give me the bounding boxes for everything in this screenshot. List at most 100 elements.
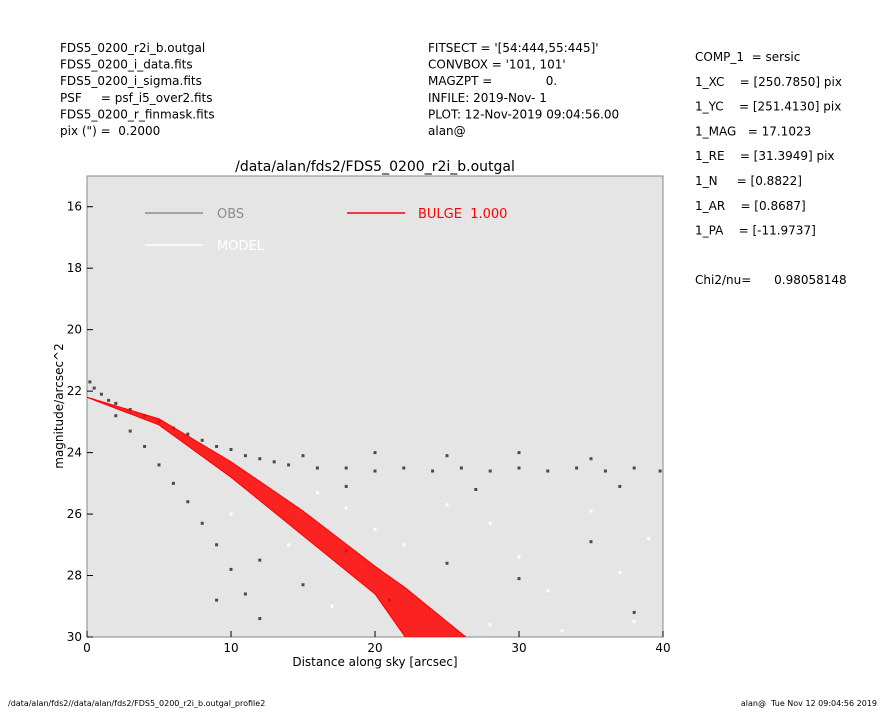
point [344, 466, 348, 470]
point [445, 503, 449, 507]
x-tick-label: 10 [223, 641, 238, 655]
point [488, 623, 492, 627]
point [445, 454, 449, 458]
point [200, 521, 204, 525]
point [186, 500, 190, 504]
point [431, 469, 435, 473]
point [272, 460, 276, 464]
x-tick-label: 20 [367, 641, 382, 655]
point [157, 463, 161, 467]
point [373, 469, 377, 473]
point [315, 491, 319, 495]
param-line: 1_MAG = 17.1023 [695, 124, 811, 138]
point [171, 481, 175, 485]
point [344, 506, 348, 510]
point [99, 392, 103, 396]
point [128, 408, 132, 412]
param-line: COMP_1 = sersic [695, 50, 800, 64]
header-mid-line: MAGZPT = 0. [428, 74, 557, 88]
footer-right: alan@ Tue Nov 12 09:04:56 2019 [741, 699, 877, 708]
point [575, 466, 579, 470]
point [301, 583, 305, 587]
point [647, 537, 651, 541]
y-tick-label: 22 [67, 384, 82, 398]
y-tick-label: 26 [67, 507, 82, 521]
legend-label: OBS [217, 207, 244, 222]
chi2: Chi2/nu= 0.98058148 [695, 273, 847, 287]
param-line: 1_YC = [251.4130] pix [695, 100, 841, 114]
param-line: 1_AR = [0.8687] [695, 199, 806, 213]
point [301, 454, 305, 458]
point [287, 543, 291, 547]
point [618, 484, 622, 488]
footer-left: /data/alan/fds2//data/alan/fds2/FDS5_020… [8, 699, 265, 708]
y-tick-label: 18 [67, 261, 82, 275]
point [88, 380, 92, 384]
plot-data [87, 380, 662, 637]
header-mid-line: INFILE: 2019-Nov- 1 [428, 91, 547, 105]
point [114, 401, 118, 405]
point [128, 429, 132, 433]
point [258, 617, 262, 621]
header-mid-line: PLOT: 12-Nov-2019 09:04:56.00 [428, 107, 619, 121]
point [589, 457, 593, 461]
header-mid-line: FITSECT = '[54:444,55:445]' [428, 41, 599, 55]
point [92, 386, 96, 390]
point [200, 438, 204, 442]
header-left-line: PSF = psf_i5_over2.fits [60, 91, 212, 105]
header-mid-line: CONVBOX = '101, 101' [428, 58, 566, 72]
param-line: 1_N = [0.8822] [695, 174, 802, 188]
point [258, 558, 262, 562]
y-tick-label: 24 [67, 446, 82, 460]
point [215, 543, 219, 547]
point [658, 469, 662, 473]
point [107, 398, 111, 402]
point [517, 577, 521, 581]
point [315, 466, 319, 470]
point [229, 512, 233, 516]
header-left-line: FDS5_0200_i_data.fits [60, 58, 193, 72]
y-tick-label: 30 [67, 630, 82, 644]
point [632, 610, 636, 614]
header-left-line: FDS5_0200_r2i_b.outgal [60, 41, 205, 55]
point [186, 432, 190, 436]
point [344, 484, 348, 488]
point [560, 629, 564, 633]
param-line: 1_PA = [-11.9737] [695, 224, 816, 238]
x-axis-label: Distance along sky [arcsec] [292, 655, 457, 669]
point [330, 604, 334, 608]
point [373, 451, 377, 455]
point [546, 469, 550, 473]
header-left-line: pix (") = 0.2000 [60, 124, 160, 138]
point [632, 620, 636, 624]
point [229, 567, 233, 571]
point [546, 589, 550, 593]
legend-label: MODEL [217, 239, 265, 254]
point [589, 509, 593, 513]
point [243, 454, 247, 458]
point [143, 444, 147, 448]
point [517, 466, 521, 470]
point [603, 469, 607, 473]
y-axis-label: magnitude/arcsec^2 [52, 343, 66, 469]
chart-title: /data/alan/fds2/FDS5_0200_r2i_b.outgal [235, 159, 515, 175]
y-tick-label: 16 [67, 200, 82, 214]
point [258, 457, 262, 461]
point [488, 469, 492, 473]
y-tick-label: 20 [67, 323, 82, 337]
point [287, 463, 291, 467]
param-line: 1_RE = [31.3949] pix [695, 149, 835, 163]
point [402, 466, 406, 470]
x-tick-label: 30 [511, 641, 526, 655]
header-left-line: FDS5_0200_r_finmask.fits [60, 107, 215, 121]
point [215, 444, 219, 448]
point [589, 540, 593, 544]
point [445, 561, 449, 565]
point [632, 466, 636, 470]
point [243, 592, 247, 596]
x-tick-label: 0 [83, 641, 91, 655]
point [488, 521, 492, 525]
point [215, 598, 219, 602]
point [373, 527, 377, 531]
param-line: 1_XC = [250.7850] pix [695, 75, 842, 89]
